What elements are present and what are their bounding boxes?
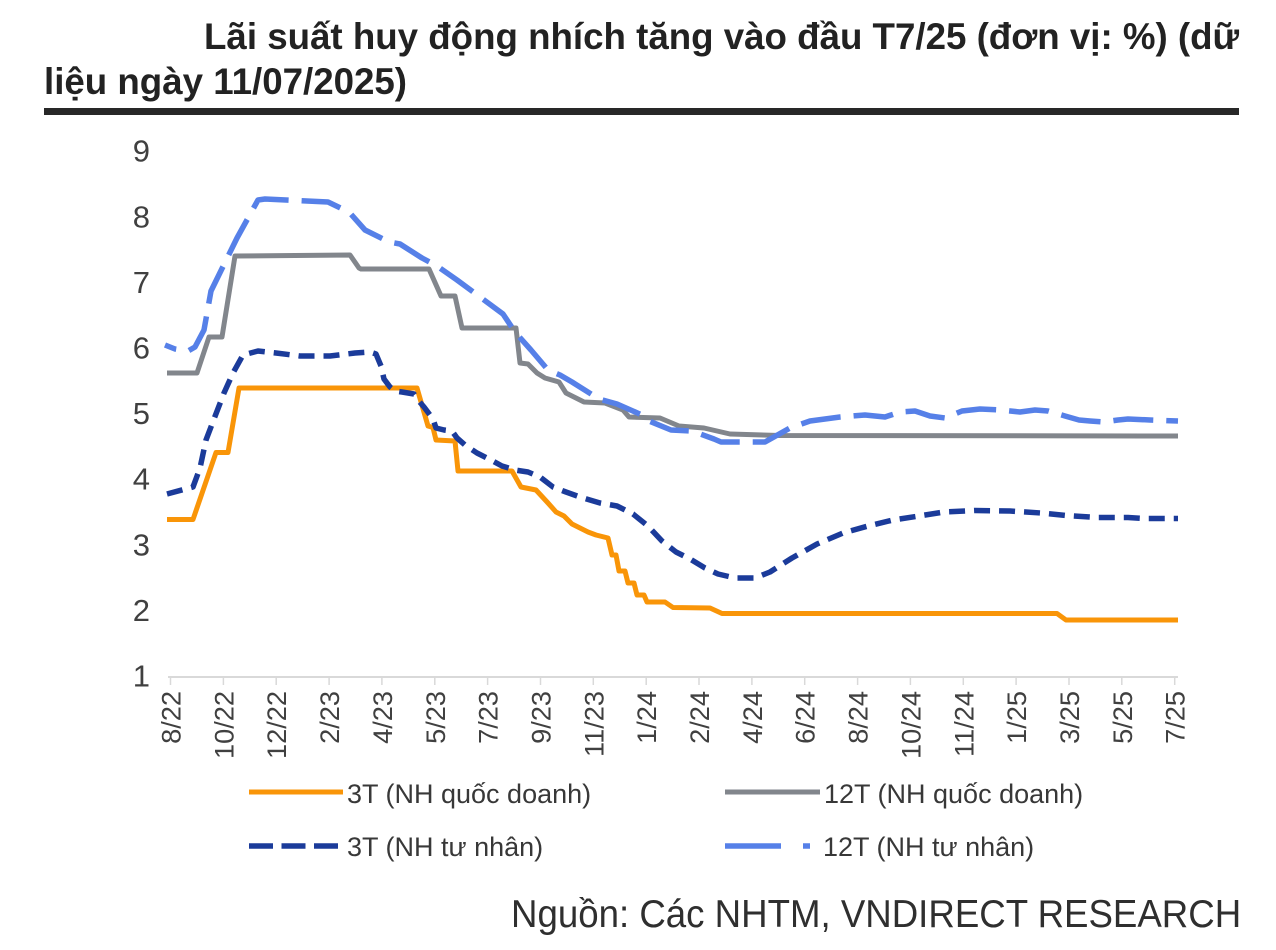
svg-text:3T (NH tư nhân): 3T (NH tư nhân) [347, 832, 543, 862]
svg-text:6/24: 6/24 [790, 691, 821, 744]
svg-text:12T (NH tư nhân): 12T (NH tư nhân) [823, 832, 1034, 862]
svg-text:10/22: 10/22 [208, 691, 239, 759]
svg-text:4/24: 4/24 [737, 691, 768, 744]
svg-text:5: 5 [133, 396, 150, 431]
svg-text:1/24: 1/24 [631, 691, 662, 744]
svg-text:7/25: 7/25 [1160, 691, 1191, 744]
svg-text:6: 6 [133, 331, 150, 366]
svg-text:3T (NH quốc doanh): 3T (NH quốc doanh) [347, 779, 591, 809]
svg-text:2: 2 [133, 593, 150, 628]
svg-text:7/23: 7/23 [473, 691, 504, 744]
svg-text:2/24: 2/24 [684, 691, 715, 744]
svg-text:5/23: 5/23 [420, 691, 451, 744]
svg-text:11/24: 11/24 [948, 691, 979, 757]
svg-text:8/24: 8/24 [843, 691, 874, 744]
svg-text:12/22: 12/22 [261, 691, 292, 759]
svg-text:11/23: 11/23 [578, 691, 609, 757]
svg-text:9/23: 9/23 [526, 691, 557, 744]
svg-text:3/25: 3/25 [1054, 691, 1085, 744]
svg-text:9: 9 [133, 134, 150, 169]
svg-text:1/25: 1/25 [1001, 691, 1032, 744]
svg-text:5/25: 5/25 [1107, 691, 1138, 744]
svg-text:8: 8 [133, 199, 150, 234]
svg-text:4/23: 4/23 [367, 691, 398, 744]
svg-text:2/23: 2/23 [314, 691, 345, 744]
svg-text:8/22: 8/22 [156, 691, 187, 744]
svg-text:1: 1 [133, 659, 150, 694]
svg-text:3: 3 [133, 527, 150, 562]
svg-text:7: 7 [133, 265, 150, 300]
svg-text:4: 4 [133, 462, 150, 497]
svg-text:12T (NH quốc doanh): 12T (NH quốc doanh) [824, 779, 1083, 809]
svg-text:10/24: 10/24 [895, 691, 926, 759]
